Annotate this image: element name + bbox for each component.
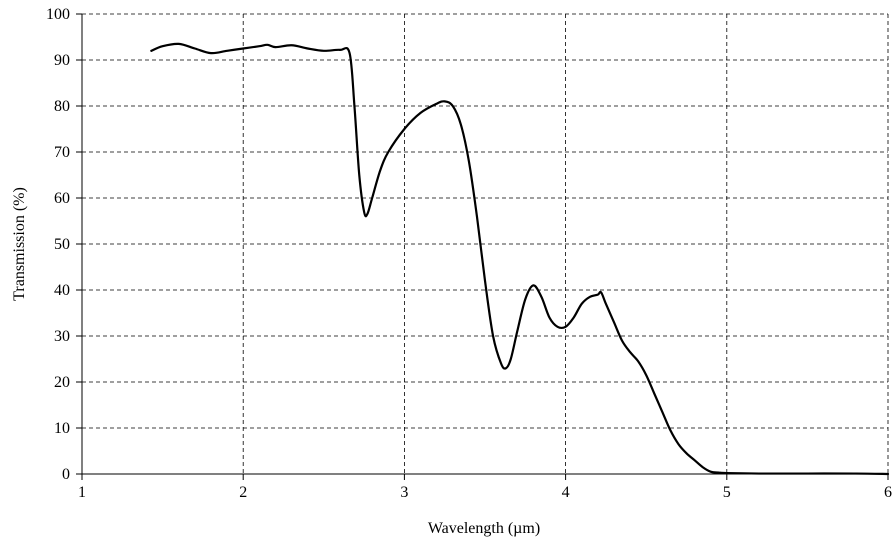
y-tick-label: 10 xyxy=(54,420,70,437)
x-tick-label: 3 xyxy=(400,484,408,501)
transmission-line xyxy=(150,42,890,476)
y-tick-label: 0 xyxy=(62,466,70,483)
y-tick-label: 20 xyxy=(54,374,70,391)
y-axis-title: Transmission (%) xyxy=(11,187,28,301)
grid xyxy=(82,13,889,474)
y-tick-label: 40 xyxy=(54,282,70,299)
y-tick-label: 50 xyxy=(54,236,70,253)
x-tick-label: 4 xyxy=(562,484,570,501)
y-tick-label: 70 xyxy=(54,144,70,161)
x-tick-label: 5 xyxy=(723,484,731,501)
y-tick-label: 30 xyxy=(54,328,70,345)
y-tick-label: 100 xyxy=(46,6,70,23)
x-axis-title: Wavelength (µm) xyxy=(428,520,540,537)
x-tick-label: 1 xyxy=(78,484,86,501)
tick-labels: 0 10 20 30 40 50 60 70 80 90 100 1 2 3 4 5 6 xyxy=(46,6,892,501)
series-layer xyxy=(150,42,890,476)
y-tick-label: 60 xyxy=(54,190,70,207)
x-tick-label: 6 xyxy=(884,484,892,501)
x-tick-label: 2 xyxy=(239,484,247,501)
y-tick-label: 90 xyxy=(54,52,70,69)
axes xyxy=(76,13,889,480)
y-tick-label: 80 xyxy=(54,98,70,115)
